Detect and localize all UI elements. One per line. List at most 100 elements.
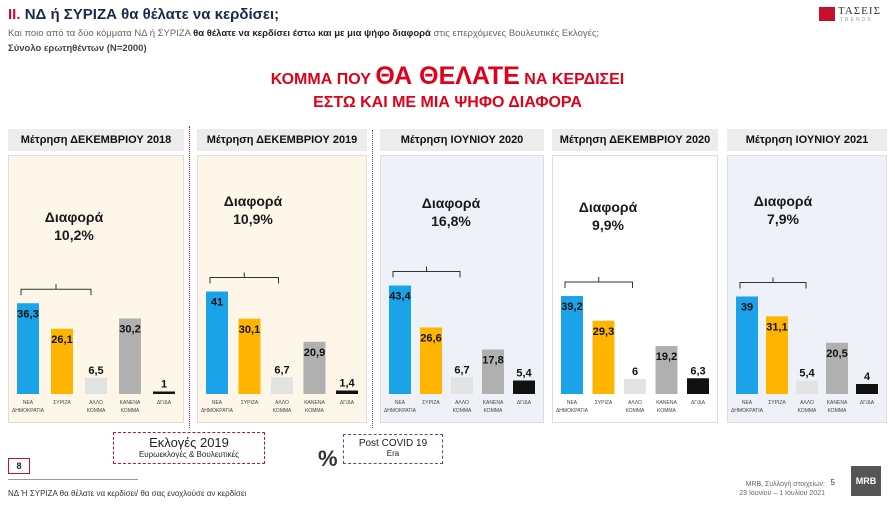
- category-label: ΔΓ/ΔΑ: [340, 400, 355, 406]
- data-label: 5,4: [516, 368, 532, 380]
- bar: [85, 377, 107, 394]
- category-label: ΚΟΜΜΑ: [798, 408, 817, 414]
- bar: [624, 379, 646, 394]
- chart-title: Μέτρηση ΔΕΚΕΜΒΡΙΟΥ 2019: [197, 129, 367, 151]
- headline-line1: ΚΟΜΜΑ ΠΟΥ ΘΑ ΘΕΛΑΤΕ ΝΑ ΚΕΡΔΙΣΕΙ: [270, 62, 625, 90]
- bar: [303, 341, 326, 394]
- category-label: ΚΑΝΕΝΑ: [483, 400, 504, 406]
- category-label: ΔΗΜΟΚΡΑΤΙΑ: [384, 408, 417, 414]
- data-label: 30,1: [239, 324, 260, 336]
- data-label: 29,3: [593, 326, 614, 338]
- category-label: ΣΥΡΙΖΑ: [768, 400, 786, 406]
- bar: [513, 380, 535, 394]
- tasis-logo: ΤΑΣΕΙΣ TRENDS: [819, 5, 881, 25]
- data-label: 26,1: [51, 334, 72, 346]
- chart-title: Μέτρηση ΔΕΚΕΜΒΡΙΟΥ 2018: [8, 129, 184, 151]
- category-label: ΣΥΡΙΖΑ: [422, 400, 440, 406]
- category-label: ΚΟΜΜΑ: [453, 408, 472, 414]
- bar: [826, 342, 848, 394]
- data-label: 43,4: [389, 291, 411, 303]
- bar: [687, 378, 709, 394]
- data-label: 41: [211, 297, 223, 309]
- category-label: ΚΟΜΜΑ: [484, 408, 503, 414]
- difference-label: Διαφορά 7,9%: [738, 192, 828, 228]
- category-label: ΚΑΝΕΝΑ: [120, 400, 141, 406]
- data-label: 26,6: [420, 333, 441, 345]
- page-number-box: 8: [8, 458, 30, 474]
- difference-label: Διαφορά 16,8%: [406, 194, 496, 230]
- bar: [206, 291, 228, 394]
- category-label: ΣΥΡΙΖΑ: [241, 400, 259, 406]
- category-label: ΣΥΡΙΖΑ: [595, 400, 613, 406]
- chart-panel: Διαφορά 16,8% 43,4 ΝΕΑ ΔΗΜΟΚΡΑΤΙΑ 26,6 ΣΥΡΙΖΑ 6…: [380, 155, 544, 423]
- covid-note: Post COVID 19 Era: [343, 434, 443, 464]
- covid-divider: [372, 130, 373, 428]
- logo-square-icon: [819, 7, 835, 21]
- category-label: ΚΑΝΕΝΑ: [827, 400, 848, 406]
- bar-chart: 41 ΝΕΑ ΔΗΜΟΚΡΑΤΙΑ 30,1 ΣΥΡΙΖΑ 6,7 ΑΛΛΟ ΚΟΜΜΑ 20,…: [201, 272, 358, 414]
- bar: [655, 346, 678, 394]
- bar: [592, 320, 615, 394]
- chart-title: Μέτρηση ΙΟΥΝΙΟΥ 2021: [727, 129, 887, 151]
- category-label: ΝΕΑ: [212, 400, 223, 406]
- category-label: ΚΟΜΜΑ: [828, 408, 847, 414]
- bar: [420, 327, 442, 394]
- bar: [271, 377, 293, 394]
- bar: [153, 391, 175, 394]
- bar: [482, 349, 504, 394]
- slide-number: 5: [830, 478, 835, 487]
- bar: [561, 296, 583, 394]
- bar: [856, 384, 878, 394]
- data-label: 20,5: [826, 348, 847, 360]
- category-label: ΚΟΜΜΑ: [87, 408, 106, 414]
- difference-word: Διαφορά: [44, 209, 104, 225]
- difference-bracket: [209, 272, 279, 284]
- bar-chart: 43,4 ΝΕΑ ΔΗΜΟΚΡΑΤΙΑ 26,6 ΣΥΡΙΖΑ 6,7 ΑΛΛΟ ΚΟΜΜΑ 1…: [384, 266, 535, 414]
- data-label: 5,4: [799, 368, 815, 380]
- bar: [451, 377, 473, 394]
- data-label: 4: [864, 371, 871, 383]
- category-label: ΑΛΛΟ: [628, 400, 642, 406]
- category-label: ΔΓ/ΔΑ: [860, 400, 875, 406]
- bar: [119, 318, 141, 394]
- bar: [389, 285, 411, 394]
- difference-bracket: [20, 284, 92, 296]
- bar: [17, 303, 39, 394]
- data-label: 36,3: [17, 308, 38, 320]
- bar: [51, 328, 73, 394]
- chart-title: Μέτρηση ΙΟΥΝΙΟΥ 2020: [380, 129, 544, 151]
- data-label: 6: [632, 366, 638, 378]
- category-label: ΑΛΛΟ: [89, 400, 103, 406]
- data-label: 6,7: [274, 364, 289, 376]
- difference-bracket: [564, 277, 633, 288]
- data-label: 39,2: [561, 301, 582, 313]
- category-label: ΣΥΡΙΖΑ: [53, 400, 71, 406]
- difference-value: 10,2%: [54, 227, 94, 243]
- category-label: ΚΑΝΕΝΑ: [304, 400, 325, 406]
- page-title: II. ΝΔ ή ΣΥΡΙΖΑ θα θέλατε να κερδίσει;: [8, 6, 280, 23]
- category-label: ΚΟΜΜΑ: [273, 408, 292, 414]
- category-label: ΚΟΜΜΑ: [626, 408, 645, 414]
- difference-bracket: [739, 277, 807, 289]
- difference-word: Διαφορά: [753, 193, 813, 209]
- category-label: ΝΕΑ: [567, 400, 578, 406]
- category-label: ΔΗΜΟΚΡΑΤΙΑ: [731, 408, 764, 414]
- mrb-logo: MRB: [851, 466, 881, 496]
- data-label: 31,1: [766, 321, 787, 333]
- elections-divider: [189, 126, 190, 428]
- data-label: 1: [161, 379, 167, 391]
- category-label: ΚΟΜΜΑ: [657, 408, 676, 414]
- difference-label: Διαφορά 10,9%: [208, 192, 298, 228]
- category-label: ΑΛΛΟ: [275, 400, 289, 406]
- category-label: ΔΓ/ΔΑ: [157, 400, 172, 406]
- category-label: ΚΟΜΜΑ: [305, 408, 324, 414]
- category-label: ΝΕΑ: [395, 400, 406, 406]
- bar: [766, 316, 788, 394]
- data-label: 6,5: [88, 365, 103, 377]
- difference-label: Διαφορά 9,9%: [563, 198, 653, 234]
- difference-value: 7,9%: [767, 211, 799, 227]
- difference-value: 16,8%: [431, 213, 471, 229]
- sample-base: Σύνολο ερωτηθέντων (N=2000): [8, 43, 147, 54]
- category-label: ΔΓ/ΔΑ: [691, 400, 706, 406]
- difference-label: Διαφορά 10,2%: [29, 208, 119, 244]
